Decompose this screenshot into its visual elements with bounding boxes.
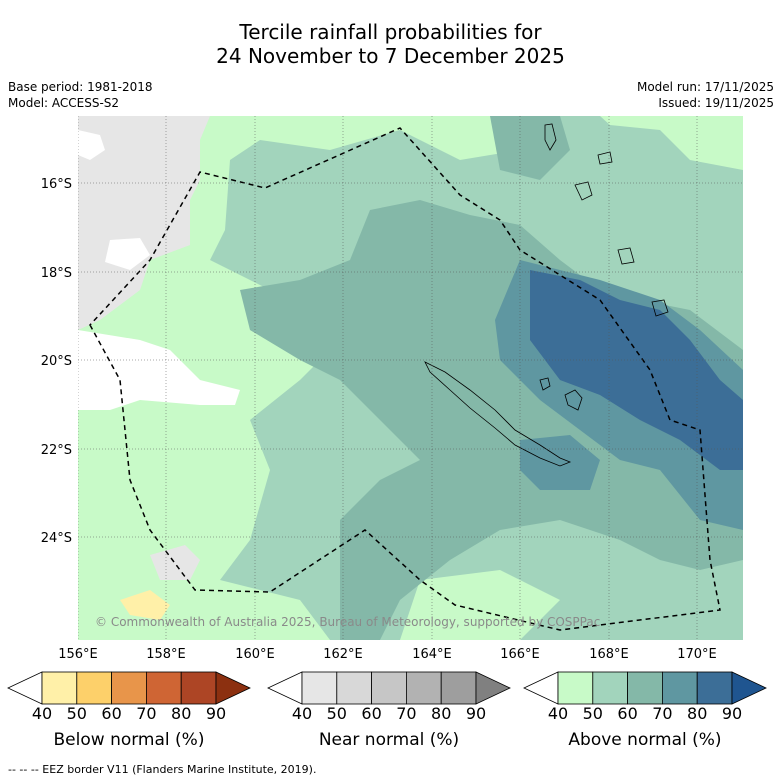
colorbar-tick-label: 80 [687,704,708,723]
grey-patch-south [150,545,200,580]
colorbar-tick-label: 40 [547,704,569,723]
meta-right: Model run: 17/11/2025 Issued: 19/11/2025 [637,79,774,111]
map-plot-area: © Commonwealth of Australia 2025, Bureau… [78,116,743,640]
colorbar-segment [592,671,628,705]
lon-tick: 160°E [235,647,275,662]
lat-tick: 24°S [41,531,72,546]
base-period: Base period: 1981-2018 [8,80,153,94]
vanuatu-island-3 [597,151,613,165]
meta-left: Base period: 1981-2018 Model: ACCESS-S2 [8,79,153,111]
colorbar-extend-high [215,671,251,705]
colorbar-extend-low [7,671,43,705]
colorbar-tick-label: 90 [205,704,227,723]
white-patch-3 [78,330,240,410]
colorbar-tick-label: 70 [396,704,417,723]
colorbar-3 [523,671,767,705]
below-normal-patch [120,590,170,620]
colorbar-segment [336,671,372,705]
lon-tick: 156°E [58,647,98,662]
colorbar-tick-label: 50 [66,704,87,723]
colorbar-tick-label: 80 [431,704,452,723]
colorbar-segment [405,671,442,705]
colorbar-tick-label: 70 [136,704,157,723]
title-line-2: 24 November to 7 December 2025 [216,44,565,68]
lon-tick: 158°E [146,647,186,662]
colorbar-tick-label: 70 [652,704,673,723]
above-80-90-region [530,270,743,470]
lat-tick-labels: 16°S 18°S 20°S 22°S 24°S [41,177,72,546]
map-title: Tercile rainfall probabilities for 24 No… [0,20,781,68]
colorbars [7,671,767,705]
title-line-1: Tercile rainfall probabilities for [239,20,542,44]
colorbar-segment [440,671,477,705]
vanuatu-island-5 [651,299,669,317]
colorbar-title: Below normal (%) [53,730,205,750]
copyright-text: © Commonwealth of Australia 2025, Bureau… [95,615,600,629]
colorbar-extend-high [475,671,511,705]
colorbar-tick-label: 60 [617,704,638,723]
vanuatu-island-1 [544,123,557,151]
colorbar-segment [180,671,217,705]
colorbar-1 [7,671,251,705]
colorbar-tick-label: 60 [101,704,122,723]
white-patch-2 [105,238,150,270]
colorbar-segment [301,671,338,705]
colorbar-segment [627,671,663,705]
colorbar-segment [41,671,78,705]
vanuatu-island-2 [574,181,593,201]
vanuatu-island-4 [617,247,635,265]
colorbar-tick-label: 90 [721,704,743,723]
eez-footer-note: -- -- -- EEZ border V11 (Flanders Marine… [8,763,317,776]
above-60-70-north [490,116,570,180]
colorbar-extend-high [731,671,767,705]
model-run: Model run: 17/11/2025 [636,80,774,94]
colorbar-tick-label: 90 [465,704,487,723]
lon-tick: 168°E [589,647,629,662]
lon-tick: 170°E [677,647,717,662]
colorbar-tick-label: 40 [291,704,313,723]
lon-tick: 166°E [500,647,540,662]
colorbar-segment [557,671,594,705]
colorbar-extend-low [523,671,559,705]
lon-tick-labels: 156°E 158°E 160°E 162°E 164°E 166°E 168°… [58,647,717,662]
colorbar-tick-label: 50 [326,704,347,723]
colorbar-segment [76,671,113,705]
colorbar-segment [111,671,147,705]
colorbar-segment [371,671,407,705]
lat-tick: 22°S [41,443,72,458]
loyalty-island-1 [564,389,583,411]
colorbar-segment [696,671,733,705]
lat-tick: 18°S [41,266,72,281]
colorbar-tick-label: 80 [171,704,192,723]
colorbar-2 [267,671,511,705]
lon-tick: 162°E [323,647,363,662]
lat-tick: 16°S [41,177,72,192]
colorbar-tick-label: 50 [582,704,603,723]
white-patch-1 [78,130,105,160]
grey-region-nw [78,116,210,330]
light-green-ne [600,116,743,170]
colorbar-extend-low [267,671,303,705]
colorbar-tick-label: 40 [31,704,53,723]
near-light-green-west [78,116,520,640]
colorbar-segment [145,671,182,705]
model-name: Model: ACCESS-S2 [8,96,120,110]
colorbar-title: Above normal (%) [568,730,722,750]
loyalty-island-2 [539,377,551,391]
graticule [78,116,743,640]
lon-tick: 164°E [412,647,452,662]
lat-tick: 20°S [41,354,72,369]
colorbar-title: Near normal (%) [318,730,460,750]
new-caledonia-outline [424,361,572,467]
issued-date: Issued: 19/11/2025 [658,96,774,110]
colorbar-segment [662,671,698,705]
eez-border [89,127,721,631]
colorbar-tick-label: 60 [361,704,382,723]
